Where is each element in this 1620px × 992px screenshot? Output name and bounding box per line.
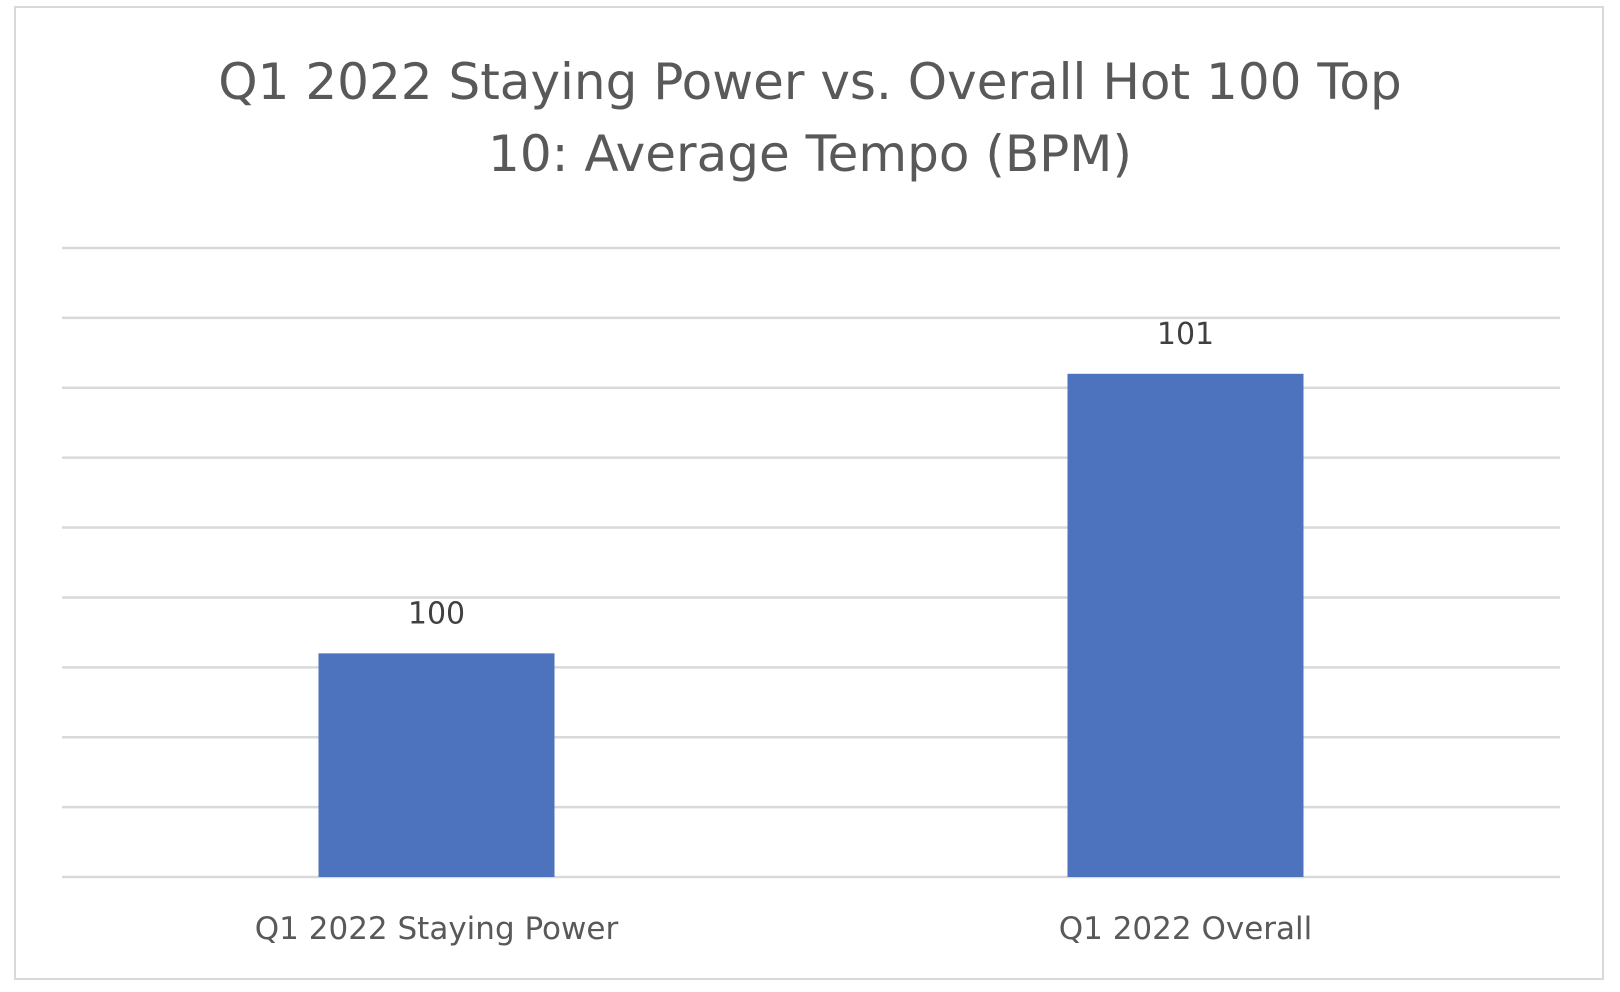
- category-tick-labels: Q1 2022 Staying Power Q1 2022 Overall: [255, 911, 1312, 947]
- data-label-1: 101: [1157, 317, 1214, 352]
- bars: [318, 373, 1304, 877]
- data-label-0: 100: [408, 596, 465, 631]
- gridlines: [62, 246, 1560, 879]
- chart-title: Q1 2022 Staying Power vs. Overall Hot 10…: [0, 46, 1620, 190]
- category-label-1: Q1 2022 Overall: [1059, 911, 1313, 947]
- bar-0: [318, 653, 555, 877]
- data-labels: 100 101: [408, 317, 1214, 632]
- category-label-0: Q1 2022 Staying Power: [255, 911, 619, 947]
- chart-title-line-2: 10: Average Tempo (BPM): [488, 125, 1132, 183]
- chart-title-line-1: Q1 2022 Staying Power vs. Overall Hot 10…: [218, 53, 1402, 111]
- chart-frame: [14, 6, 1604, 980]
- bar-1: [1067, 373, 1304, 877]
